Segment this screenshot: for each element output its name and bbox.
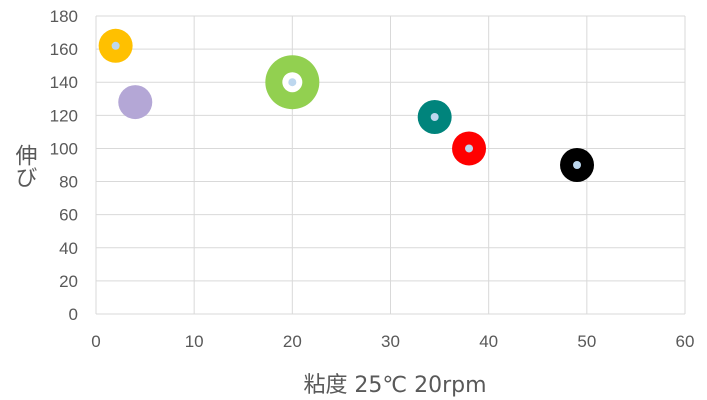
y-tick-label: 40 bbox=[59, 239, 78, 258]
data-point bbox=[560, 148, 595, 182]
x-tick-label: 40 bbox=[479, 332, 498, 351]
y-tick-label: 80 bbox=[59, 173, 78, 192]
x-tick-label: 30 bbox=[381, 332, 400, 351]
y-tick-labels: 0 20 40 60 80 100 120 140 160 180 bbox=[50, 7, 78, 324]
y-tick-label: 20 bbox=[59, 272, 78, 291]
data-point bbox=[118, 85, 153, 120]
y-tick-label: 160 bbox=[50, 40, 78, 59]
x-tick-label: 20 bbox=[283, 332, 302, 351]
x-axis-title: 粘度 25℃ 20rpm bbox=[303, 373, 486, 398]
data-point-center bbox=[111, 41, 120, 50]
y-tick-label: 180 bbox=[50, 7, 78, 26]
x-tick-label: 10 bbox=[185, 332, 204, 351]
data-point-center bbox=[573, 161, 582, 169]
x-tick-label: 60 bbox=[676, 332, 695, 351]
data-point bbox=[417, 99, 452, 134]
y-tick-label: 140 bbox=[50, 73, 78, 92]
data-point-center bbox=[288, 78, 297, 87]
y-tick-label: 0 bbox=[69, 305, 78, 324]
data-points bbox=[98, 28, 595, 182]
y-tick-label: 120 bbox=[50, 106, 78, 125]
x-tick-labels: 0 10 20 30 40 50 60 bbox=[91, 332, 694, 351]
data-point bbox=[98, 28, 133, 63]
data-point-marker bbox=[118, 85, 153, 120]
y-tick-label: 100 bbox=[50, 139, 78, 158]
x-tick-label: 50 bbox=[577, 332, 596, 351]
data-point bbox=[452, 131, 487, 166]
data-point bbox=[265, 55, 320, 110]
y-tick-label: 60 bbox=[59, 206, 78, 225]
data-point-center bbox=[430, 112, 439, 121]
grid-lines bbox=[95, 15, 686, 315]
x-tick-label: 0 bbox=[91, 332, 100, 351]
y-axis-title: 伸び bbox=[12, 144, 38, 188]
data-point-center bbox=[465, 144, 474, 153]
